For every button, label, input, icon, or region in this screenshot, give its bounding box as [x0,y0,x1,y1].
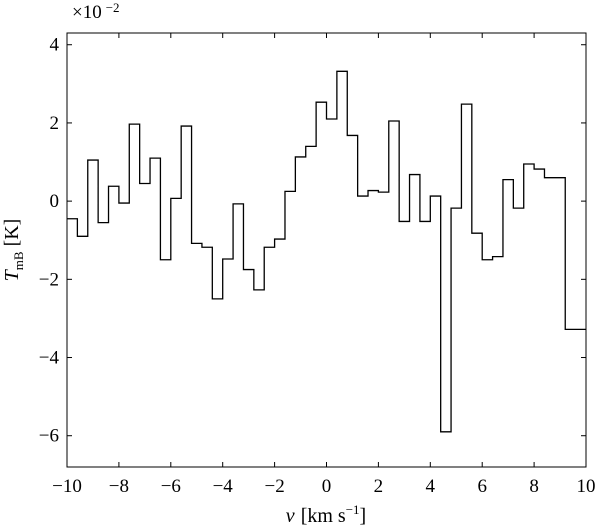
x-tick-label: −6 [161,476,181,497]
x-tick-label: 6 [477,476,487,497]
spectrum-step-line [67,70,586,433]
y-axis-label: TmB[K] [1,219,26,282]
y-tick-label: −4 [39,348,60,369]
x-tick-label: −8 [109,476,129,497]
x-tick-label: −2 [264,476,284,497]
x-tick-label: −10 [52,476,82,497]
axis-ticks [66,33,587,467]
plot-frame [66,32,587,468]
x-tick-label: 10 [577,476,596,497]
y-tick-label: −6 [39,426,59,447]
x-tick-label: 2 [374,476,384,497]
x-tick-label: 8 [529,476,539,497]
x-tick-label: −4 [213,476,234,497]
y-tick-label: −2 [39,269,59,290]
y-tick-label: 4 [50,35,60,56]
y-tick-labels: −6 −4 −2 0 2 4 [39,35,60,447]
y-tick-label: 0 [50,191,60,212]
y-tick-label: 2 [50,113,60,134]
x-tick-label: 0 [322,476,332,497]
x-tick-labels: −10 −8 −6 −4 −2 0 2 4 6 8 10 [52,476,595,497]
x-axis-label: v [km s−1] [286,502,366,527]
y-scale-label: ×10 −2 [72,0,120,23]
x-tick-label: 4 [426,476,436,497]
